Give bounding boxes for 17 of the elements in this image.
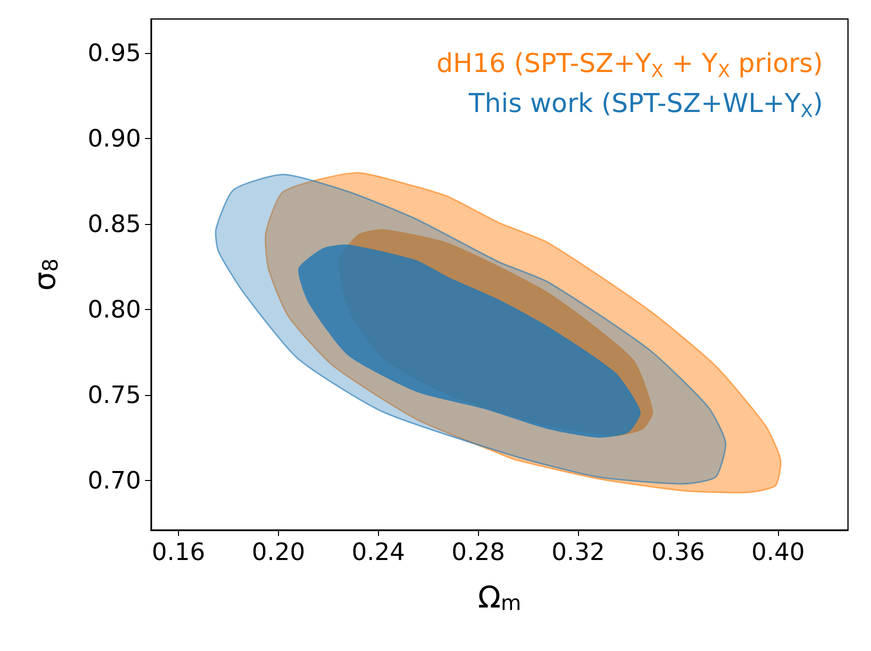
y-tick-label: 0.70 xyxy=(88,466,141,494)
x-tick-label: 0.20 xyxy=(252,538,306,566)
x-tick-label: 0.28 xyxy=(452,538,505,566)
x-tick-label: 0.16 xyxy=(152,538,206,566)
text: dH16 (SPT-SZ+Y$_{X}$ + Y$_{X}$ priors) xyxy=(436,48,823,84)
y-tick-label: 0.75 xyxy=(88,380,141,409)
x-tick-label: 0.36 xyxy=(651,538,705,566)
x-tick-label: 0.40 xyxy=(751,538,805,566)
y-tick-label: 0.80 xyxy=(88,296,141,324)
x-tick-label: 0.32 xyxy=(551,538,605,566)
y-tick-label: 0.85 xyxy=(88,210,141,238)
text: This work (SPT-SZ+WL+Y$_{X}$) xyxy=(468,88,823,124)
y-axis-title: σ8 xyxy=(28,258,63,291)
y-tick-label: 0.90 xyxy=(88,124,141,153)
x-tick-label: 0.24 xyxy=(352,538,406,566)
y-tick-label: 0.95 xyxy=(88,39,141,68)
x-axis-title: Ωm xyxy=(478,580,522,616)
